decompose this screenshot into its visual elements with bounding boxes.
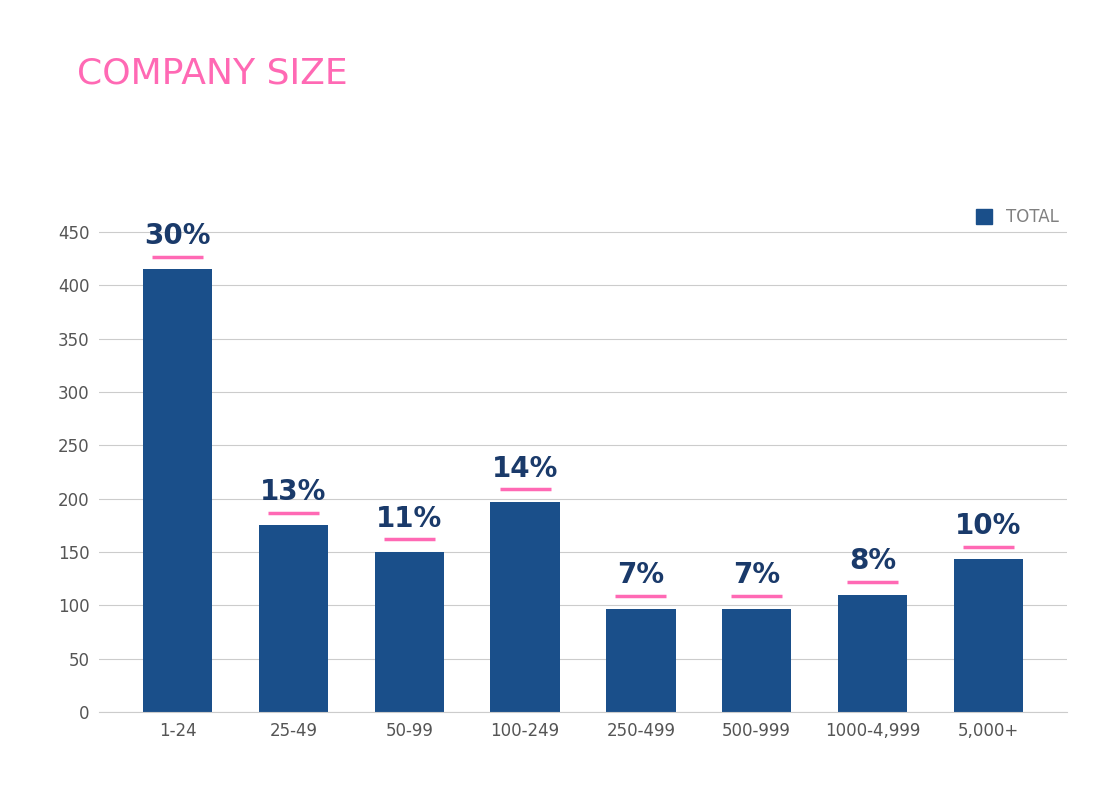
Text: 7%: 7%: [617, 562, 664, 590]
Text: 8%: 8%: [849, 547, 896, 575]
Text: 14%: 14%: [492, 454, 559, 482]
Bar: [491, 502, 560, 712]
Bar: [838, 594, 908, 712]
Text: 13%: 13%: [261, 478, 327, 506]
Text: 30%: 30%: [144, 222, 211, 250]
Bar: [954, 559, 1023, 712]
Text: COMPANY SIZE: COMPANY SIZE: [77, 56, 348, 90]
Bar: [722, 609, 791, 712]
Bar: [143, 270, 212, 712]
Legend: TOTAL: TOTAL: [976, 208, 1058, 226]
Bar: [258, 526, 328, 712]
Text: 7%: 7%: [733, 562, 780, 590]
Text: 10%: 10%: [955, 512, 1022, 540]
Bar: [375, 552, 444, 712]
Text: 11%: 11%: [376, 505, 442, 533]
Bar: [606, 609, 675, 712]
